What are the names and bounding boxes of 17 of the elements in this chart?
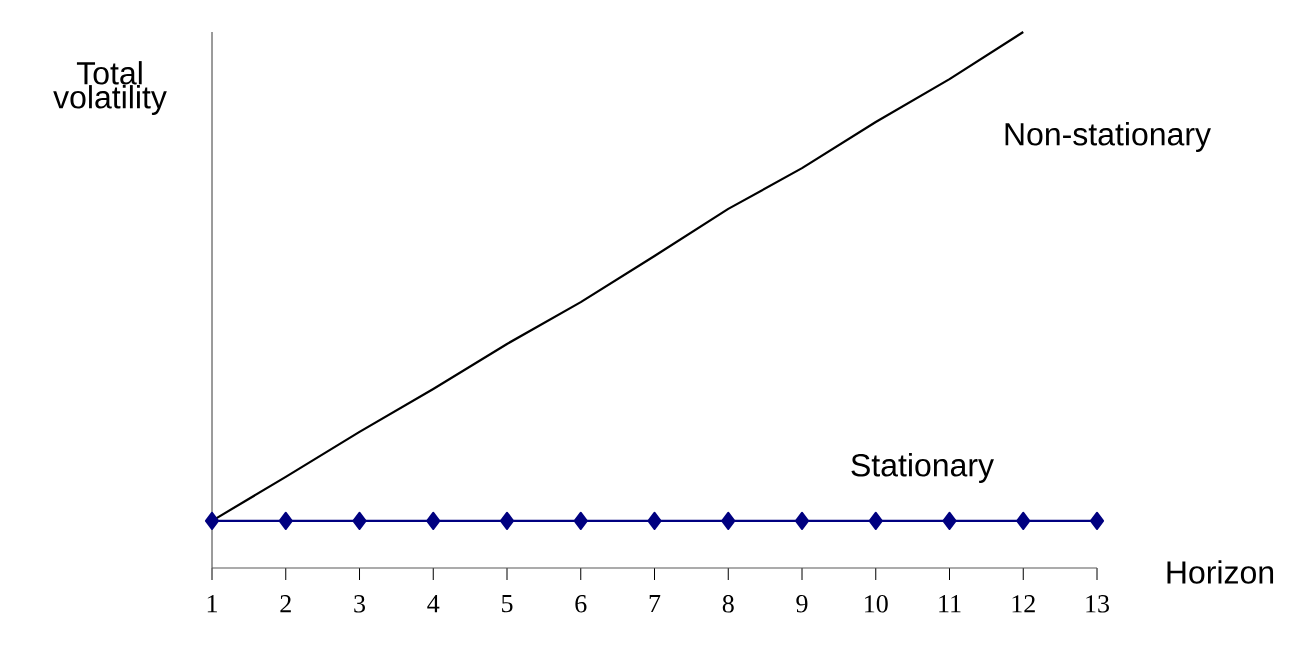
x-tick-label: 13	[1086, 595, 1109, 613]
text: Non-stationary	[1005, 122, 1211, 152]
series-label: Stationary	[851, 453, 994, 483]
x-tick-label: 9	[796, 595, 808, 613]
x-tick-label: 1	[207, 595, 217, 613]
x-tick-label: 6	[575, 595, 587, 613]
x-tick-label: 11	[939, 595, 961, 613]
x-tick-label: 5	[502, 595, 513, 613]
x-tick-label: 2	[280, 595, 291, 613]
x-axis-title: Horizon	[1167, 560, 1274, 584]
x-tick-label: 3	[354, 595, 365, 613]
x-tick-label: 4	[427, 595, 440, 613]
x-tick-label: 12	[1012, 595, 1035, 613]
y-axis-title: Total volatility	[53, 61, 167, 115]
x-tick-label: 8	[722, 595, 734, 613]
x-tick-label: 10	[865, 595, 888, 613]
x-tick-label: 7	[649, 595, 661, 613]
